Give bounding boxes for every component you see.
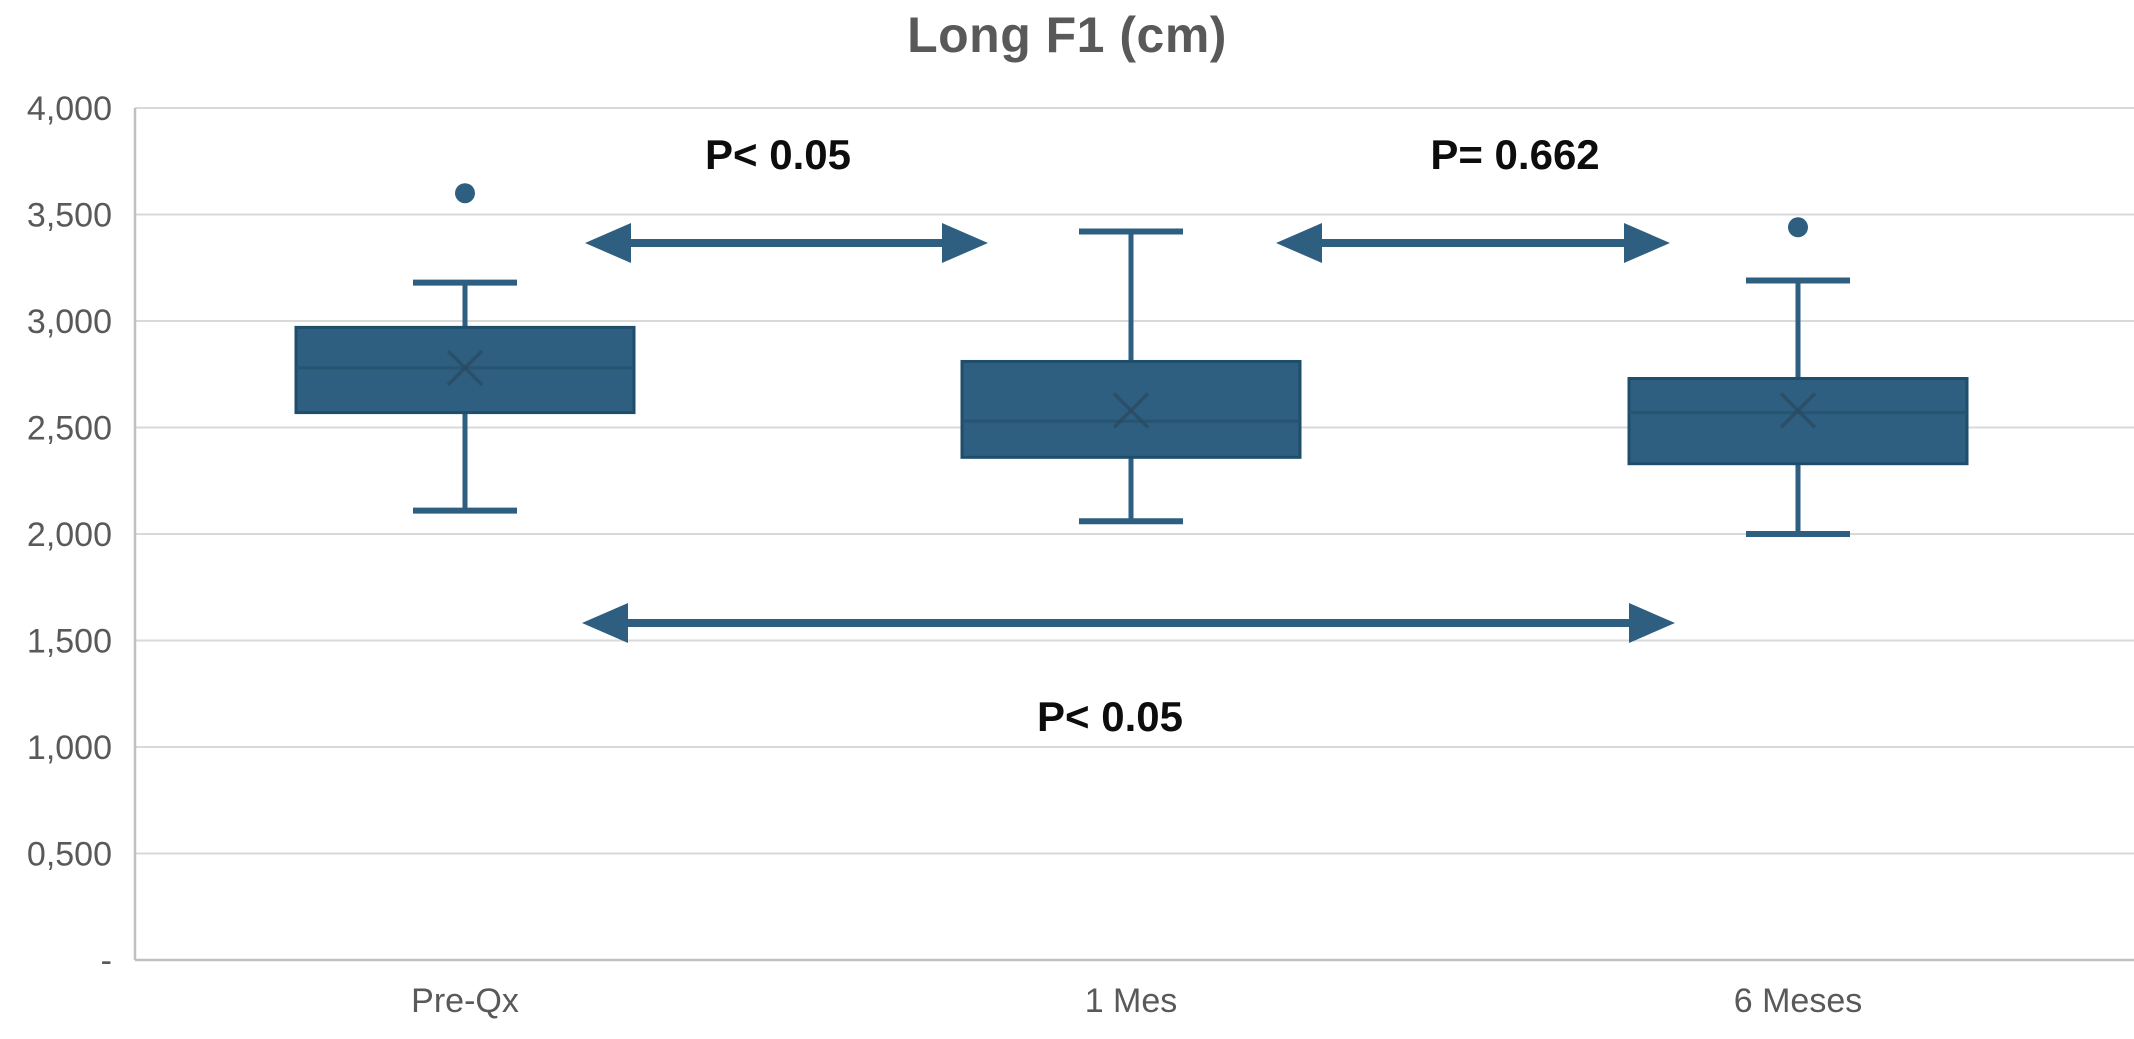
box bbox=[1627, 377, 1969, 466]
y-tick-label: - bbox=[101, 942, 112, 980]
pvalue-label-1mes-vs-6meses: P= 0.662 bbox=[1430, 131, 1600, 178]
x-category-label: 1 Mes bbox=[1085, 982, 1178, 1020]
y-tick-label: 1,000 bbox=[27, 729, 112, 767]
y-tick-label: 3,000 bbox=[27, 303, 112, 341]
y-tick-label: 4,000 bbox=[27, 90, 112, 128]
mean-marker bbox=[446, 349, 484, 387]
chart-title: Long F1 (cm) bbox=[907, 7, 1227, 63]
arrowhead-left bbox=[585, 223, 631, 263]
arrowhead-right bbox=[1629, 603, 1675, 643]
y-tick-label: 0,500 bbox=[27, 836, 112, 874]
x-category-label: Pre-Qx bbox=[411, 982, 519, 1020]
pvalue-label-pre-vs-6meses: P< 0.05 bbox=[1037, 693, 1183, 740]
outlier-point bbox=[1788, 217, 1808, 238]
mean-marker bbox=[1112, 392, 1150, 429]
outlier-point bbox=[455, 183, 475, 204]
arrowhead-left bbox=[1276, 223, 1322, 263]
arrowhead-right bbox=[942, 223, 988, 263]
x-category-label: 6 Meses bbox=[1734, 982, 1863, 1020]
y-tick-label: 2,500 bbox=[27, 410, 112, 448]
y-tick-label: 2,000 bbox=[27, 516, 112, 554]
mean-marker bbox=[1779, 392, 1817, 429]
arrowhead-right bbox=[1624, 223, 1670, 263]
pvalue-label-pre-vs-1mes: P< 0.05 bbox=[705, 131, 851, 178]
arrowhead-left bbox=[582, 603, 628, 643]
y-tick-label: 1,500 bbox=[27, 623, 112, 661]
y-tick-label: 3,500 bbox=[27, 197, 112, 235]
